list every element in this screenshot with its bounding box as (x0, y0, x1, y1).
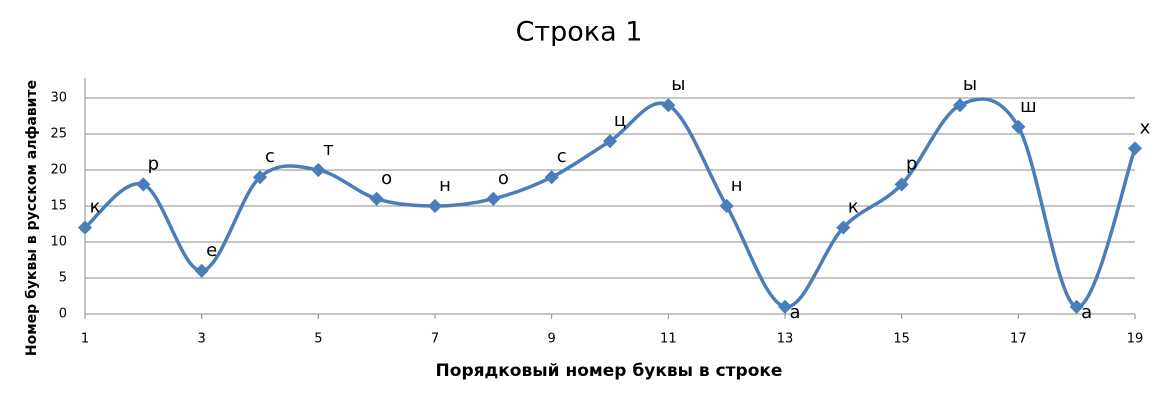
point-label: с (557, 146, 567, 167)
point-label: о (381, 168, 392, 189)
point-label: ы (671, 74, 685, 95)
marker (719, 198, 734, 214)
marker (252, 170, 268, 185)
marker (369, 191, 384, 206)
point-label: с (265, 146, 275, 167)
marker (777, 299, 793, 314)
y-tick-label: 25 (50, 127, 67, 142)
x-tick-label: 1 (81, 332, 89, 347)
marker (602, 134, 618, 149)
point-label: х (1140, 117, 1151, 138)
marker (894, 177, 909, 192)
point-label: р (906, 153, 917, 174)
marker (194, 263, 209, 278)
x-axis-label: Порядковый номер буквы в строке (436, 361, 783, 381)
point-label: а (1081, 302, 1092, 323)
marker (1069, 299, 1084, 314)
point-label: а (789, 302, 800, 323)
x-tick-label: 5 (314, 332, 322, 347)
marker (661, 98, 676, 113)
point-label: т (323, 139, 334, 160)
x-tick-label: 3 (198, 332, 206, 347)
point-label: ц (614, 110, 626, 131)
point-label: р (148, 153, 159, 174)
marker (486, 191, 501, 206)
marker (836, 220, 851, 235)
y-tick-label: 15 (50, 199, 67, 214)
chart-title: Строка 1 (516, 17, 643, 48)
point-label: н (731, 175, 743, 196)
x-tick-label: 19 (1127, 332, 1144, 347)
point-label: ы (963, 74, 977, 95)
y-tick-label: 10 (50, 235, 67, 250)
point-label: к (848, 197, 859, 218)
y-tick-label: 5 (59, 271, 67, 286)
y-tick-label: 30 (50, 91, 67, 106)
marker (1127, 141, 1143, 156)
marker (427, 198, 443, 214)
point-label: е (206, 240, 217, 261)
point-label: ш (1020, 96, 1036, 117)
y-tick-label: 20 (50, 163, 67, 178)
x-tick-label: 15 (893, 332, 910, 347)
point-label: н (439, 175, 451, 196)
marker (1011, 119, 1026, 134)
line (83, 97, 1137, 309)
marker (311, 162, 326, 178)
marker (952, 98, 968, 113)
x-tick-label: 13 (777, 332, 794, 347)
marker (136, 177, 151, 192)
x-tick-label: 17 (1010, 332, 1027, 347)
y-tick-label: 0 (59, 307, 67, 322)
x-tick-label: 9 (548, 332, 556, 347)
x-tick-label: 11 (660, 332, 677, 347)
marker (544, 170, 559, 185)
x-tick-label: 7 (431, 332, 439, 347)
point-label: о (498, 168, 509, 189)
y-axis-label: Номер буквы в русском алфавите (24, 80, 40, 356)
point-label: к (90, 197, 101, 218)
